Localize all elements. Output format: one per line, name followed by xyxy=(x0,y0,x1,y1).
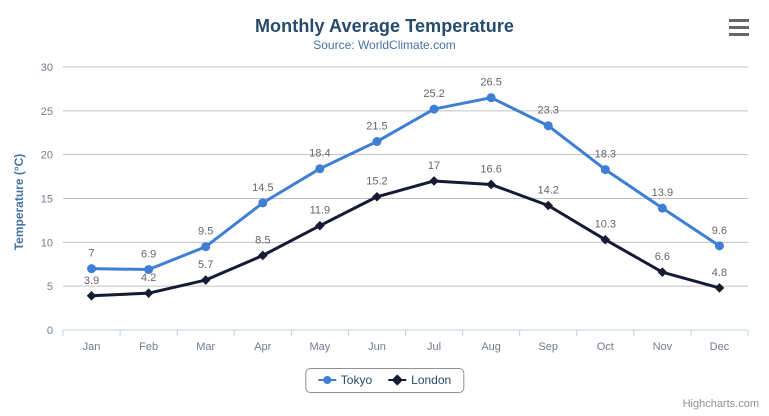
data-label: 26.5 xyxy=(480,77,501,89)
data-point[interactable] xyxy=(201,242,211,252)
data-label: 21.5 xyxy=(366,121,387,133)
legend-point xyxy=(391,374,403,386)
data-point[interactable] xyxy=(86,291,97,301)
legend-label: Tokyo xyxy=(340,373,373,387)
data-label: 13.9 xyxy=(652,187,673,199)
hamburger-menu-icon[interactable] xyxy=(727,16,751,38)
data-point[interactable] xyxy=(714,283,725,293)
data-label: 4.8 xyxy=(712,267,727,279)
data-point[interactable] xyxy=(714,241,724,251)
data-label: 6.9 xyxy=(141,249,156,261)
data-label: 14.2 xyxy=(537,185,558,197)
x-tick-label: Nov xyxy=(653,341,673,353)
data-label: 18.4 xyxy=(309,148,330,160)
data-point[interactable] xyxy=(486,93,496,103)
data-point[interactable] xyxy=(257,250,268,261)
legend-point xyxy=(322,376,331,384)
data-point[interactable] xyxy=(486,179,496,190)
data-point[interactable] xyxy=(429,104,439,114)
series-london[interactable] xyxy=(86,176,725,301)
data-point[interactable] xyxy=(372,191,382,202)
data-point[interactable] xyxy=(543,200,554,211)
x-tick-label: Mar xyxy=(196,341,215,353)
x-tick-label: Oct xyxy=(597,341,614,353)
menu-bar-1 xyxy=(729,18,749,22)
y-tick-label: 0 xyxy=(47,325,53,337)
data-point[interactable] xyxy=(600,165,610,175)
data-point[interactable] xyxy=(200,275,211,285)
data-label: 18.3 xyxy=(595,149,616,161)
y-tick-label: 20 xyxy=(41,150,53,162)
data-label: 9.5 xyxy=(198,226,213,238)
data-label: 4.2 xyxy=(141,272,156,284)
data-point[interactable] xyxy=(143,288,154,298)
y-tick-label: 10 xyxy=(41,237,53,249)
data-point[interactable] xyxy=(543,121,553,131)
data-label: 6.6 xyxy=(655,251,670,263)
data-point[interactable] xyxy=(429,176,439,186)
data-label: 10.3 xyxy=(595,219,616,231)
x-tick-label: Apr xyxy=(254,341,271,353)
legend-item-london[interactable]: London xyxy=(388,373,451,387)
x-tick-label: Aug xyxy=(481,341,501,353)
data-label: 8.5 xyxy=(255,234,270,246)
data-point[interactable] xyxy=(258,198,268,208)
menu-bar-2 xyxy=(729,25,749,29)
x-tick-label: Jan xyxy=(83,341,101,353)
x-tick-label: Feb xyxy=(139,341,158,353)
data-label: 17 xyxy=(428,160,440,172)
data-point[interactable] xyxy=(144,265,154,275)
legend-item-tokyo[interactable]: Tokyo xyxy=(317,373,373,387)
data-point[interactable] xyxy=(600,234,611,245)
data-label: 25.2 xyxy=(423,88,444,100)
data-point[interactable] xyxy=(315,164,325,174)
x-axis-tick-labels: Jan Feb Mar Apr May Jun Jul Aug Sep Oct Nov Dec xyxy=(83,341,730,353)
series-tokyo[interactable] xyxy=(87,93,724,275)
series-line[interactable] xyxy=(90,179,721,298)
y-tick-label: 30 xyxy=(41,62,53,74)
y-tick-label: 25 xyxy=(41,106,53,118)
data-labels-london: 3.9 4.2 5.7 8.5 11.9 15.2 17 16.6 14.2 10.3 6.6 4.8 xyxy=(84,160,727,287)
chart-subtitle: Source: WorldClimate.com xyxy=(313,38,456,52)
y-tick-label: 15 xyxy=(41,194,53,206)
legend-marker-icon xyxy=(317,374,336,386)
menu-bar-3 xyxy=(729,32,749,36)
data-point[interactable] xyxy=(87,264,97,274)
x-tick-label: Jun xyxy=(368,341,386,353)
series-line[interactable] xyxy=(90,96,721,272)
gridlines xyxy=(63,66,748,287)
x-tick-label: Jul xyxy=(427,341,441,353)
chart-title: Monthly Average Temperature xyxy=(254,16,515,36)
data-label: 9.6 xyxy=(712,225,727,237)
y-axis-tick-labels: 0 5 10 15 20 25 30 xyxy=(41,62,53,337)
x-tick-label: May xyxy=(309,341,330,353)
data-point[interactable] xyxy=(315,220,325,231)
data-label: 5.7 xyxy=(198,259,213,271)
data-point[interactable] xyxy=(657,267,668,277)
x-tick-label: Sep xyxy=(538,341,558,353)
x-tick-label: Dec xyxy=(710,341,730,353)
data-label: 7 xyxy=(88,248,94,260)
legend: Tokyo London xyxy=(304,368,465,393)
data-label: 15.2 xyxy=(366,176,387,188)
data-labels-tokyo: 7 6.9 9.5 14.5 18.4 21.5 25.2 26.5 23.3 18.3 13.9 9… xyxy=(88,77,727,261)
data-point[interactable] xyxy=(372,137,382,147)
data-point[interactable] xyxy=(657,203,667,213)
data-label: 16.6 xyxy=(480,163,501,175)
x-axis-ticks xyxy=(62,330,749,336)
data-label: 3.9 xyxy=(84,275,99,287)
legend-marker-icon xyxy=(388,374,407,386)
credit-link[interactable]: Highcharts.com xyxy=(682,398,759,410)
data-label: 14.5 xyxy=(252,182,273,194)
y-tick-label: 5 xyxy=(47,281,53,293)
data-label: 23.3 xyxy=(537,105,558,117)
legend-label: London xyxy=(411,373,452,387)
data-label: 11.9 xyxy=(310,205,331,217)
